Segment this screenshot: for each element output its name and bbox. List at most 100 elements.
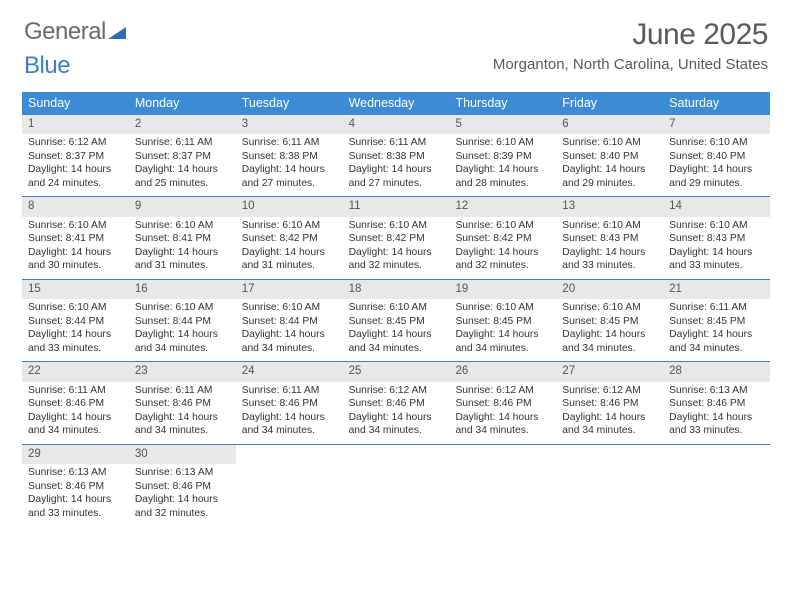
day-cell bbox=[236, 445, 343, 526]
daylight-text-1: Daylight: 14 hours bbox=[28, 493, 123, 507]
day-body: Sunrise: 6:10 AMSunset: 8:42 PMDaylight:… bbox=[343, 217, 450, 279]
sunset-text: Sunset: 8:44 PM bbox=[135, 315, 230, 329]
daylight-text-2: and 34 minutes. bbox=[562, 342, 657, 356]
day-body: Sunrise: 6:10 AMSunset: 8:41 PMDaylight:… bbox=[129, 217, 236, 279]
day-number: 19 bbox=[449, 280, 556, 299]
day-cell: 1Sunrise: 6:12 AMSunset: 8:37 PMDaylight… bbox=[22, 115, 129, 196]
sunset-text: Sunset: 8:45 PM bbox=[562, 315, 657, 329]
daylight-text-1: Daylight: 14 hours bbox=[455, 328, 550, 342]
sunrise-text: Sunrise: 6:11 AM bbox=[135, 384, 230, 398]
daylight-text-1: Daylight: 14 hours bbox=[349, 246, 444, 260]
daylight-text-2: and 30 minutes. bbox=[28, 259, 123, 273]
day-cell: 14Sunrise: 6:10 AMSunset: 8:43 PMDayligh… bbox=[663, 197, 770, 278]
daylight-text-1: Daylight: 14 hours bbox=[349, 411, 444, 425]
sunset-text: Sunset: 8:37 PM bbox=[28, 150, 123, 164]
day-cell: 18Sunrise: 6:10 AMSunset: 8:45 PMDayligh… bbox=[343, 280, 450, 361]
sunrise-text: Sunrise: 6:10 AM bbox=[135, 301, 230, 315]
daylight-text-2: and 34 minutes. bbox=[135, 424, 230, 438]
day-body: Sunrise: 6:11 AMSunset: 8:46 PMDaylight:… bbox=[236, 382, 343, 444]
day-cell: 5Sunrise: 6:10 AMSunset: 8:39 PMDaylight… bbox=[449, 115, 556, 196]
daylight-text-2: and 29 minutes. bbox=[669, 177, 764, 191]
sunset-text: Sunset: 8:45 PM bbox=[669, 315, 764, 329]
day-cell: 2Sunrise: 6:11 AMSunset: 8:37 PMDaylight… bbox=[129, 115, 236, 196]
day-cell: 30Sunrise: 6:13 AMSunset: 8:46 PMDayligh… bbox=[129, 445, 236, 526]
day-body: Sunrise: 6:10 AMSunset: 8:42 PMDaylight:… bbox=[449, 217, 556, 279]
day-number: 1 bbox=[22, 115, 129, 134]
daylight-text-2: and 34 minutes. bbox=[349, 342, 444, 356]
day-body: Sunrise: 6:10 AMSunset: 8:45 PMDaylight:… bbox=[556, 299, 663, 361]
day-cell: 9Sunrise: 6:10 AMSunset: 8:41 PMDaylight… bbox=[129, 197, 236, 278]
sunrise-text: Sunrise: 6:11 AM bbox=[349, 136, 444, 150]
sunrise-text: Sunrise: 6:10 AM bbox=[135, 219, 230, 233]
day-body: Sunrise: 6:10 AMSunset: 8:40 PMDaylight:… bbox=[663, 134, 770, 196]
day-cell: 20Sunrise: 6:10 AMSunset: 8:45 PMDayligh… bbox=[556, 280, 663, 361]
sunrise-text: Sunrise: 6:11 AM bbox=[242, 384, 337, 398]
day-body: Sunrise: 6:10 AMSunset: 8:43 PMDaylight:… bbox=[556, 217, 663, 279]
day-body: Sunrise: 6:12 AMSunset: 8:37 PMDaylight:… bbox=[22, 134, 129, 196]
calendar: Sunday Monday Tuesday Wednesday Thursday… bbox=[22, 92, 770, 526]
daylight-text-1: Daylight: 14 hours bbox=[242, 246, 337, 260]
sunrise-text: Sunrise: 6:10 AM bbox=[455, 219, 550, 233]
logo-triangle-icon bbox=[108, 18, 126, 46]
sunset-text: Sunset: 8:42 PM bbox=[242, 232, 337, 246]
daylight-text-1: Daylight: 14 hours bbox=[135, 411, 230, 425]
daylight-text-1: Daylight: 14 hours bbox=[669, 328, 764, 342]
sunset-text: Sunset: 8:39 PM bbox=[455, 150, 550, 164]
day-number: 7 bbox=[663, 115, 770, 134]
day-body: Sunrise: 6:11 AMSunset: 8:38 PMDaylight:… bbox=[343, 134, 450, 196]
day-body: Sunrise: 6:10 AMSunset: 8:43 PMDaylight:… bbox=[663, 217, 770, 279]
sunset-text: Sunset: 8:43 PM bbox=[562, 232, 657, 246]
day-cell: 11Sunrise: 6:10 AMSunset: 8:42 PMDayligh… bbox=[343, 197, 450, 278]
day-number: 8 bbox=[22, 197, 129, 216]
day-number: 11 bbox=[343, 197, 450, 216]
day-number: 2 bbox=[129, 115, 236, 134]
day-body: Sunrise: 6:11 AMSunset: 8:38 PMDaylight:… bbox=[236, 134, 343, 196]
logo-word1: General bbox=[24, 18, 106, 45]
day-body: Sunrise: 6:11 AMSunset: 8:46 PMDaylight:… bbox=[129, 382, 236, 444]
weekday-fri: Friday bbox=[556, 92, 663, 115]
daylight-text-1: Daylight: 14 hours bbox=[349, 328, 444, 342]
daylight-text-2: and 32 minutes. bbox=[349, 259, 444, 273]
day-number: 27 bbox=[556, 362, 663, 381]
day-body: Sunrise: 6:10 AMSunset: 8:40 PMDaylight:… bbox=[556, 134, 663, 196]
day-cell: 13Sunrise: 6:10 AMSunset: 8:43 PMDayligh… bbox=[556, 197, 663, 278]
daylight-text-2: and 34 minutes. bbox=[242, 424, 337, 438]
day-number: 18 bbox=[343, 280, 450, 299]
day-cell: 29Sunrise: 6:13 AMSunset: 8:46 PMDayligh… bbox=[22, 445, 129, 526]
daylight-text-1: Daylight: 14 hours bbox=[562, 328, 657, 342]
day-body: Sunrise: 6:12 AMSunset: 8:46 PMDaylight:… bbox=[556, 382, 663, 444]
day-number: 30 bbox=[129, 445, 236, 464]
daylight-text-2: and 24 minutes. bbox=[28, 177, 123, 191]
weekday-header: Sunday Monday Tuesday Wednesday Thursday… bbox=[22, 92, 770, 115]
day-cell: 10Sunrise: 6:10 AMSunset: 8:42 PMDayligh… bbox=[236, 197, 343, 278]
daylight-text-1: Daylight: 14 hours bbox=[242, 328, 337, 342]
sunset-text: Sunset: 8:42 PM bbox=[349, 232, 444, 246]
day-body: Sunrise: 6:10 AMSunset: 8:44 PMDaylight:… bbox=[129, 299, 236, 361]
daylight-text-1: Daylight: 14 hours bbox=[562, 163, 657, 177]
day-number: 4 bbox=[343, 115, 450, 134]
sunrise-text: Sunrise: 6:10 AM bbox=[562, 136, 657, 150]
sunrise-text: Sunrise: 6:11 AM bbox=[669, 301, 764, 315]
day-cell: 4Sunrise: 6:11 AMSunset: 8:38 PMDaylight… bbox=[343, 115, 450, 196]
daylight-text-1: Daylight: 14 hours bbox=[669, 163, 764, 177]
sunset-text: Sunset: 8:46 PM bbox=[349, 397, 444, 411]
daylight-text-2: and 33 minutes. bbox=[669, 259, 764, 273]
daylight-text-1: Daylight: 14 hours bbox=[349, 163, 444, 177]
day-cell: 15Sunrise: 6:10 AMSunset: 8:44 PMDayligh… bbox=[22, 280, 129, 361]
day-number bbox=[343, 445, 450, 464]
sunrise-text: Sunrise: 6:10 AM bbox=[242, 301, 337, 315]
day-number: 9 bbox=[129, 197, 236, 216]
sunrise-text: Sunrise: 6:12 AM bbox=[28, 136, 123, 150]
daylight-text-1: Daylight: 14 hours bbox=[562, 411, 657, 425]
weekday-thu: Thursday bbox=[449, 92, 556, 115]
sunset-text: Sunset: 8:38 PM bbox=[349, 150, 444, 164]
sunset-text: Sunset: 8:46 PM bbox=[242, 397, 337, 411]
sunset-text: Sunset: 8:46 PM bbox=[135, 480, 230, 494]
sunrise-text: Sunrise: 6:11 AM bbox=[242, 136, 337, 150]
day-cell bbox=[663, 445, 770, 526]
daylight-text-1: Daylight: 14 hours bbox=[669, 246, 764, 260]
daylight-text-1: Daylight: 14 hours bbox=[28, 163, 123, 177]
day-number: 15 bbox=[22, 280, 129, 299]
sunset-text: Sunset: 8:41 PM bbox=[135, 232, 230, 246]
sunset-text: Sunset: 8:44 PM bbox=[28, 315, 123, 329]
